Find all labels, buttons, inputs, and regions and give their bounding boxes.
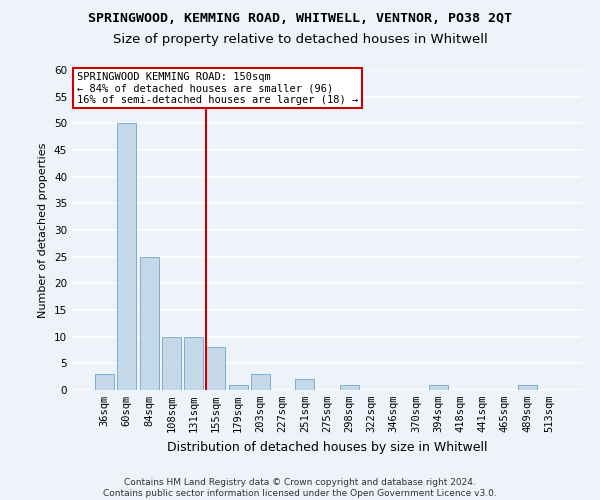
Bar [140, 256, 158, 390]
Text: Size of property relative to detached houses in Whitwell: Size of property relative to detached ho… [113, 32, 487, 46]
Bar [162, 336, 181, 390]
Bar [118, 124, 136, 390]
Bar [229, 384, 248, 390]
Bar [251, 374, 270, 390]
Bar [206, 348, 225, 390]
Text: SPRINGWOOD, KEMMING ROAD, WHITWELL, VENTNOR, PO38 2QT: SPRINGWOOD, KEMMING ROAD, WHITWELL, VENT… [88, 12, 512, 26]
X-axis label: Distribution of detached houses by size in Whitwell: Distribution of detached houses by size … [167, 440, 487, 454]
Text: Contains HM Land Registry data © Crown copyright and database right 2024.
Contai: Contains HM Land Registry data © Crown c… [103, 478, 497, 498]
Bar [95, 374, 114, 390]
Bar [295, 380, 314, 390]
Bar [429, 384, 448, 390]
Bar [518, 384, 536, 390]
Bar [184, 336, 203, 390]
Text: SPRINGWOOD KEMMING ROAD: 150sqm
← 84% of detached houses are smaller (96)
16% of: SPRINGWOOD KEMMING ROAD: 150sqm ← 84% of… [77, 72, 358, 105]
Y-axis label: Number of detached properties: Number of detached properties [38, 142, 49, 318]
Bar [340, 384, 359, 390]
